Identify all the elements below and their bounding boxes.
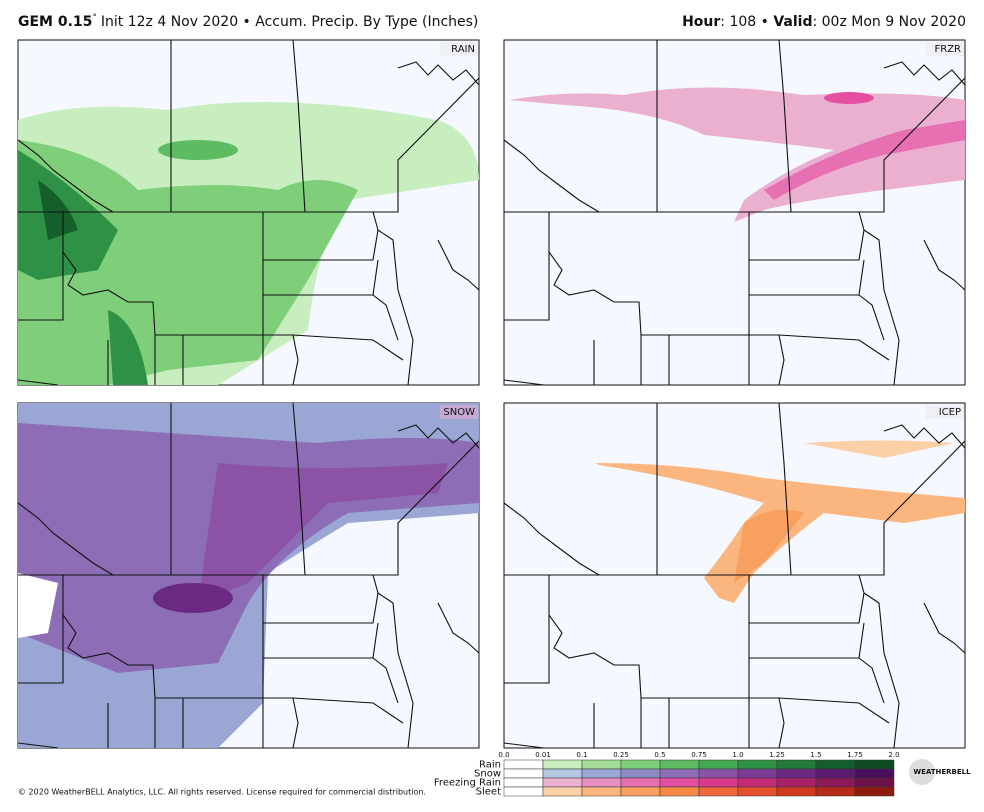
- icep-panel: ICEP: [503, 402, 966, 749]
- legend-swatch: [815, 759, 856, 770]
- valid: : 00z Mon 9 Nov 2020: [812, 14, 966, 30]
- legend-swatch: [737, 759, 778, 770]
- legend-swatch: [659, 777, 700, 788]
- precip-area: [158, 140, 238, 160]
- legend-swatch: [698, 777, 739, 788]
- legend-tick-label: 1.5: [810, 751, 821, 759]
- legend-swatch: [581, 759, 622, 770]
- legend-swatch: [737, 786, 778, 797]
- precip-area: [153, 583, 233, 613]
- label-box: [440, 42, 478, 56]
- panel-label: RAIN: [451, 44, 475, 55]
- legend-tick-label: 1.75: [847, 751, 863, 759]
- legend-row-label: Sleet: [476, 787, 501, 798]
- precip-area: [509, 87, 965, 222]
- legend-swatch: [659, 786, 700, 797]
- legend-tick-label: 0.0: [498, 751, 509, 759]
- legend-swatch: [581, 768, 622, 779]
- legend-tick-label: 0.1: [576, 751, 587, 759]
- legend-swatch: [815, 777, 856, 788]
- legend-swatch: [542, 777, 583, 788]
- legend-swatch: [542, 759, 583, 770]
- legend-swatch: [503, 768, 544, 779]
- hour-label: Hour: [682, 14, 720, 30]
- label-box: [926, 42, 964, 56]
- legend-tick-label: 1.0: [732, 751, 743, 759]
- legend-tick-label: 0.01: [535, 751, 551, 759]
- legend-tick-label: 1.25: [769, 751, 785, 759]
- legend-swatch: [659, 768, 700, 779]
- panel-label: FRZR: [935, 44, 962, 55]
- precip-area: [824, 92, 874, 104]
- legend-swatch: [620, 786, 661, 797]
- copyright: © 2020 WeatherBELL Analytics, LLC. All r…: [18, 788, 426, 797]
- precip-area: [38, 180, 78, 240]
- legend-swatch: [542, 768, 583, 779]
- legend-swatch: [776, 759, 817, 770]
- legend-swatch: [698, 786, 739, 797]
- color-legend: 0.0 0.01 0.1 0.25 0.5 0.75 1.0 1.25 1.5 1.75 2.0 Ra…: [434, 751, 900, 798]
- legend-swatch: [581, 786, 622, 797]
- legend-swatch: [620, 777, 661, 788]
- precip-area: [734, 509, 804, 583]
- label-box: [926, 405, 964, 419]
- degree: °: [92, 13, 97, 23]
- legend-swatch: [698, 759, 739, 770]
- legend-swatch: [503, 759, 544, 770]
- legend-swatch: [854, 777, 895, 788]
- valid-label: Valid: [773, 14, 812, 30]
- legend-swatch: [776, 768, 817, 779]
- precip-area: [764, 120, 965, 200]
- legend-swatch: [620, 759, 661, 770]
- legend-row-label: Freezing Rain: [434, 778, 501, 789]
- legend-swatch: [620, 768, 661, 779]
- label-box: [440, 405, 478, 419]
- legend-swatch: [659, 759, 700, 770]
- precip-area: [804, 440, 954, 458]
- precip-area: [198, 463, 448, 603]
- legend-tick-label: 0.5: [654, 751, 665, 759]
- legend-swatch: [503, 786, 544, 797]
- legend-swatch: [776, 777, 817, 788]
- legend-swatch: [776, 786, 817, 797]
- header-left: GEM 0.15° Init 12z 4 Nov 2020 • Accum. Pr…: [18, 13, 478, 31]
- legend-swatch: [698, 768, 739, 779]
- legend-swatch: [854, 759, 895, 770]
- legend-swatch: [737, 768, 778, 779]
- legend-swatch: [503, 777, 544, 788]
- panel-label: ICEP: [939, 407, 961, 418]
- legend-row-label: Snow: [474, 769, 501, 780]
- header-right: Hour: 108 • Valid: 00z Mon 9 Nov 2020: [682, 14, 966, 30]
- precip-area: [18, 573, 58, 638]
- legend-row-label: Rain: [479, 760, 501, 771]
- run-info: Init 12z 4 Nov 2020 • Accum. Precip. By …: [101, 14, 478, 30]
- legend-swatch: [581, 777, 622, 788]
- precip-area: [18, 140, 358, 385]
- snow-panel: SNOW: [17, 402, 480, 749]
- hour: : 108 •: [720, 14, 773, 30]
- model: GEM 0.15: [18, 14, 92, 30]
- legend-tick-label: 0.25: [613, 751, 629, 759]
- rain-panel: RAIN: [17, 39, 480, 386]
- legend-swatch: [815, 768, 856, 779]
- legend-tick-label: 2.0: [888, 751, 899, 759]
- legend-swatch: [737, 777, 778, 788]
- legend-swatch: [542, 786, 583, 797]
- logo-mark: [909, 759, 935, 785]
- precip-area: [108, 310, 148, 385]
- legend-tick-label: 0.75: [691, 751, 707, 759]
- legend-swatch: [854, 768, 895, 779]
- logo: WEATHERBELL: [913, 768, 971, 776]
- frzr-panel: FRZR: [503, 39, 966, 386]
- legend-swatch: [854, 786, 895, 797]
- panel-label: SNOW: [443, 407, 475, 418]
- legend-swatch: [815, 786, 856, 797]
